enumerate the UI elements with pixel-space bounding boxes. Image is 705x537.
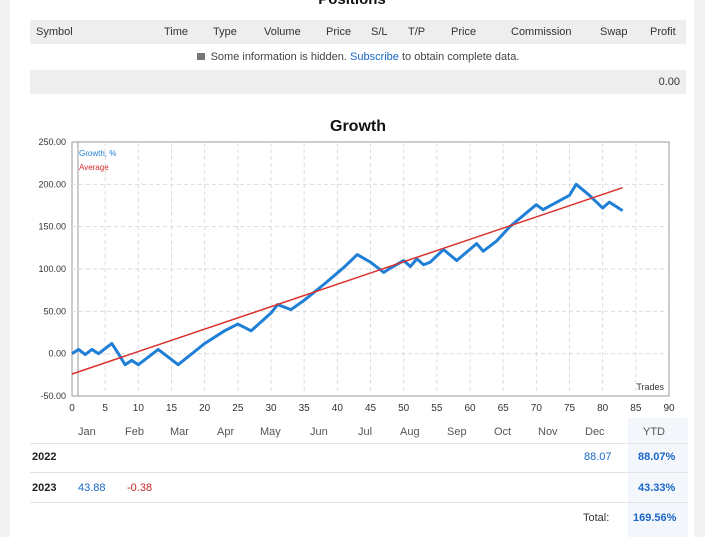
- x-tick-label: 45: [365, 403, 377, 414]
- x-tick-label: 60: [464, 403, 476, 414]
- legend-average: Average: [79, 163, 109, 172]
- ytd-month-jul: Jul: [358, 426, 373, 438]
- x-tick-label: 75: [564, 403, 576, 414]
- x-tick-label: 25: [232, 403, 244, 414]
- x-tick-label: 30: [265, 403, 277, 414]
- ytd-month-aug: Aug: [400, 426, 420, 438]
- ytd-month-dec: Dec: [585, 426, 605, 438]
- series-growth-line: [71, 182, 624, 367]
- chart-title: Growth: [330, 118, 386, 135]
- col-swap[interactable]: Swap: [600, 26, 628, 38]
- x-tick-label: 35: [299, 403, 311, 414]
- col-price-2[interactable]: Price: [451, 26, 477, 38]
- col-commission[interactable]: Commission: [511, 26, 572, 38]
- x-tick-label: 5: [102, 403, 108, 414]
- info-text-end: to obtain complete data.: [401, 51, 520, 63]
- ytd-2023-total: 43.33%: [638, 482, 676, 494]
- y-tick-label: 0.00: [48, 349, 66, 359]
- ytd-month-oct: Oct: [494, 426, 512, 438]
- positions-total-row: 0.00: [30, 70, 686, 94]
- positions-total-profit: 0.00: [658, 76, 680, 88]
- ytd-2023-feb: -0.38: [127, 482, 153, 494]
- y-tick-label: 100.00: [38, 264, 66, 274]
- ytd-year-2022: 2022: [32, 451, 57, 463]
- x-tick-label: 70: [531, 403, 543, 414]
- x-tick-label: 85: [630, 403, 642, 414]
- x-tick-label: 0: [69, 403, 75, 414]
- legend-growth: Growth, %: [79, 149, 116, 158]
- ytd-grand-total: 169.56%: [633, 512, 677, 524]
- y-tick-label: 250.00: [38, 137, 66, 147]
- ytd-month-jan: Jan: [78, 426, 96, 438]
- x-tick-label: 15: [166, 403, 178, 414]
- x-tick-label: 20: [199, 403, 211, 414]
- ytd-column-background: [628, 418, 688, 537]
- series-average-line: [71, 187, 623, 375]
- ytd-2022-dec: 88.07: [584, 451, 612, 463]
- ytd-divider: [30, 502, 688, 503]
- ytd-month-apr: Apr: [217, 426, 235, 438]
- ytd-month-may: May: [260, 426, 281, 438]
- x-tick-label: 10: [133, 403, 145, 414]
- col-price[interactable]: Price: [326, 26, 352, 38]
- positions-table-header: Symbol Time Type Volume Price S/L T/P Pr…: [30, 20, 686, 44]
- positions-title: Positions: [10, 0, 694, 8]
- y-tick-label: 150.00: [38, 222, 66, 232]
- lock-icon: [196, 52, 205, 60]
- ytd-table: Jan Feb Mar Apr May Jun Jul Aug Sep Oct …: [30, 418, 690, 537]
- ytd-header: YTD: [643, 426, 665, 438]
- col-sl[interactable]: S/L: [371, 26, 388, 38]
- ytd-month-sep: Sep: [447, 426, 467, 438]
- ytd-divider: [30, 472, 688, 473]
- y-tick-label: 200.00: [38, 179, 66, 189]
- x-tick-label: 65: [498, 403, 510, 414]
- col-tp[interactable]: T/P: [408, 26, 426, 38]
- ytd-2022-total: 88.07%: [638, 451, 676, 463]
- ytd-divider: [30, 443, 688, 444]
- col-symbol[interactable]: Symbol: [36, 26, 73, 38]
- x-tick-label: 40: [332, 403, 344, 414]
- ytd-month-mar: Mar: [170, 426, 189, 438]
- info-text: Some information is hidden.: [210, 51, 347, 63]
- ytd-total-label: Total:: [583, 512, 610, 524]
- ytd-month-feb: Feb: [125, 426, 144, 438]
- ytd-month-nov: Nov: [538, 426, 558, 438]
- col-volume[interactable]: Volume: [264, 26, 301, 38]
- x-tick-label: 90: [663, 403, 675, 414]
- y-tick-label: 50.00: [43, 306, 66, 316]
- x-tick-label: 80: [597, 403, 609, 414]
- ytd-month-jun: Jun: [310, 426, 328, 438]
- ytd-2023-jan: 43.88: [78, 482, 106, 494]
- col-time[interactable]: Time: [164, 26, 189, 38]
- col-type[interactable]: Type: [213, 26, 237, 38]
- ytd-year-2023: 2023: [32, 482, 57, 494]
- col-profit[interactable]: Profit: [650, 26, 676, 38]
- subscribe-link[interactable]: Subscribe: [350, 51, 399, 63]
- x-tick-label: 50: [398, 403, 410, 414]
- x-axis-label: Trades: [636, 382, 664, 392]
- x-tick-label: 55: [431, 403, 443, 414]
- y-tick-label: -50.00: [40, 391, 66, 401]
